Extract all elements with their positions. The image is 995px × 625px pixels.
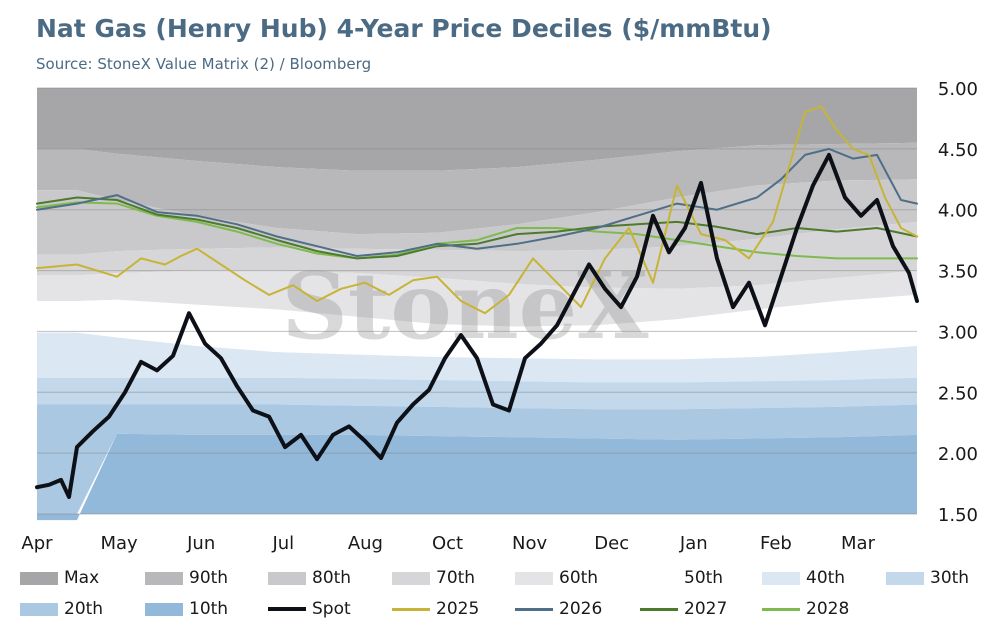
x-tick-label: Jun bbox=[186, 533, 215, 554]
legend-swatch bbox=[145, 602, 183, 616]
series-line-spot bbox=[35, 152, 919, 499]
band-p30 bbox=[37, 377, 917, 410]
legend-item-p10: 10th bbox=[145, 598, 228, 620]
y-tick-label: 2.50 bbox=[938, 383, 978, 404]
series-line-y2025 bbox=[36, 105, 918, 315]
legend-swatch bbox=[640, 571, 678, 585]
series-line-y2027 bbox=[36, 196, 918, 260]
legend-label: 20th bbox=[64, 599, 104, 619]
legend-label: Spot bbox=[312, 599, 351, 619]
legend-item-p50: 50th bbox=[640, 567, 723, 589]
legend-swatch bbox=[640, 607, 678, 611]
legend-label: 2025 bbox=[436, 599, 480, 619]
legend-label: 2028 bbox=[806, 599, 850, 619]
legend-item-p60: 60th bbox=[515, 567, 598, 589]
legend-swatch bbox=[515, 571, 553, 585]
legend-label: 90th bbox=[189, 568, 229, 588]
band-p90 bbox=[37, 142, 917, 235]
legend-label: 60th bbox=[559, 568, 599, 588]
x-tick-label: Dec bbox=[594, 533, 629, 554]
legend-item-p70: 70th bbox=[392, 567, 475, 589]
legend-label: 2026 bbox=[559, 599, 603, 619]
band-p20 bbox=[37, 404, 917, 514]
x-tick-label: May bbox=[100, 533, 138, 554]
legend-label: 2027 bbox=[684, 599, 728, 619]
legend-item-p80: 80th bbox=[268, 567, 351, 589]
legend-swatch bbox=[20, 571, 58, 585]
legend-item-p90: 90th bbox=[145, 567, 228, 589]
legend-item-p20: 20th bbox=[20, 598, 103, 620]
y-tick-label: 2.00 bbox=[938, 444, 978, 465]
x-tick-label: Jan bbox=[679, 533, 708, 554]
y-tick-label: 4.00 bbox=[938, 201, 978, 222]
chart-subtitle: Source: StoneX Value Matrix (2) / Bloomb… bbox=[36, 55, 372, 73]
x-tick-label: Jul bbox=[271, 533, 294, 554]
legend-swatch bbox=[392, 607, 430, 611]
band-p50 bbox=[37, 294, 917, 360]
legend-item-y2026: 2026 bbox=[515, 598, 602, 620]
legend-label: 70th bbox=[436, 568, 476, 588]
legend-label: 40th bbox=[806, 568, 846, 588]
y-tick-label: 4.50 bbox=[938, 140, 978, 161]
series-line-y2028 bbox=[36, 201, 918, 260]
y-tick-label: 5.00 bbox=[938, 79, 978, 100]
legend-item-y2028: 2028 bbox=[762, 598, 849, 620]
series-line-y2026 bbox=[36, 147, 918, 257]
legend-item-p40: 40th bbox=[762, 567, 845, 589]
x-tick-label: Apr bbox=[21, 533, 53, 554]
legend-item-spot: Spot bbox=[268, 598, 351, 620]
legend-label: 10th bbox=[189, 599, 229, 619]
band-p60 bbox=[37, 270, 917, 327]
legend-swatch bbox=[268, 607, 306, 611]
legend-item-y2025: 2025 bbox=[392, 598, 479, 620]
legend-swatch bbox=[886, 571, 924, 585]
page-title: Nat Gas (Henry Hub) 4-Year Price Deciles… bbox=[36, 14, 772, 43]
band-p10 bbox=[37, 433, 917, 521]
x-tick-label: Aug bbox=[348, 533, 383, 554]
legend-label: 30th bbox=[930, 568, 970, 588]
legend-swatch bbox=[392, 571, 430, 585]
x-tick-label: Nov bbox=[512, 533, 547, 554]
legend-swatch bbox=[762, 607, 800, 611]
y-tick-label: 3.00 bbox=[938, 322, 978, 343]
legend-swatch bbox=[762, 571, 800, 585]
legend-item-y2027: 2027 bbox=[640, 598, 727, 620]
band-p70 bbox=[37, 221, 917, 289]
x-tick-label: Oct bbox=[432, 533, 463, 554]
y-tick-label: 3.50 bbox=[938, 262, 978, 283]
legend-swatch bbox=[145, 571, 183, 585]
legend-swatch bbox=[268, 571, 306, 585]
x-tick-label: Mar bbox=[841, 533, 876, 554]
legend-label: 50th bbox=[684, 568, 724, 588]
band-p40 bbox=[37, 332, 917, 383]
legend-swatch bbox=[20, 602, 58, 616]
band-max bbox=[37, 88, 917, 171]
legend-swatch bbox=[515, 607, 553, 611]
legend-item-max: Max bbox=[20, 567, 99, 589]
legend-label: Max bbox=[64, 568, 100, 588]
legend-item-p30: 30th bbox=[886, 567, 969, 589]
y-tick-label: 1.50 bbox=[938, 505, 978, 526]
x-tick-label: Feb bbox=[760, 533, 792, 554]
legend-label: 80th bbox=[312, 568, 352, 588]
